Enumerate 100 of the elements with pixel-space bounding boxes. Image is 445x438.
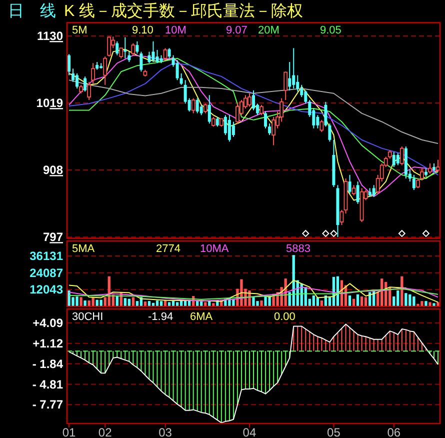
candlestick bbox=[392, 151, 396, 168]
candlestick bbox=[72, 68, 75, 82]
x-tick-label: 06 bbox=[387, 426, 401, 438]
candlestick bbox=[176, 60, 179, 81]
y-tick-label: +4.09 bbox=[32, 316, 64, 330]
annotation: 2774 bbox=[156, 243, 180, 255]
y-tick-label: +1.12 bbox=[32, 336, 64, 350]
y-tick-label: - 1.84 bbox=[32, 356, 64, 371]
bar bbox=[260, 300, 263, 306]
text: 10MA bbox=[200, 243, 230, 255]
candlestick bbox=[200, 104, 203, 116]
candlestick bbox=[324, 101, 328, 128]
candlestick bbox=[320, 119, 324, 133]
candlestick bbox=[152, 40, 155, 62]
bar bbox=[312, 295, 315, 306]
bar bbox=[432, 303, 436, 306]
candlestick bbox=[268, 123, 272, 136]
candlestick bbox=[248, 92, 252, 108]
candlestick bbox=[107, 36, 112, 58]
candlestick bbox=[163, 48, 168, 61]
candlestick bbox=[103, 56, 108, 86]
y-tick-label: 24087 bbox=[30, 266, 64, 280]
line-series bbox=[68, 324, 438, 424]
candlestick bbox=[180, 72, 183, 86]
annotation: 6MA bbox=[190, 311, 214, 323]
text: 5M bbox=[72, 24, 88, 37]
line-series bbox=[68, 80, 438, 144]
candlestick bbox=[352, 184, 356, 196]
annotation: 9.05 bbox=[320, 24, 342, 37]
bar bbox=[264, 296, 267, 306]
y-tick-label: - 4.81 bbox=[32, 377, 64, 392]
candlestick bbox=[372, 184, 376, 198]
x-tick-label: 02 bbox=[98, 426, 112, 438]
x-tick-label: 04 bbox=[242, 426, 256, 438]
candlestick bbox=[288, 61, 292, 91]
bar bbox=[132, 297, 134, 306]
candlestick bbox=[196, 98, 199, 114]
candlestick bbox=[84, 76, 87, 92]
chart-title: 日 线 bbox=[8, 2, 56, 20]
annotation: 5883 bbox=[286, 243, 310, 255]
candlestick bbox=[191, 98, 196, 114]
annotation: 9.10 bbox=[132, 24, 154, 37]
candlestick bbox=[348, 174, 352, 194]
candlestick bbox=[136, 40, 139, 54]
candlestick bbox=[396, 152, 400, 166]
candlestick bbox=[328, 123, 332, 142]
candlestick bbox=[156, 49, 159, 64]
bar bbox=[124, 298, 126, 306]
candlestick bbox=[87, 81, 92, 100]
candlestick bbox=[252, 90, 255, 111]
candlestick bbox=[119, 48, 124, 59]
candlestick bbox=[296, 74, 300, 92]
y-tick-label: 1019 bbox=[36, 96, 64, 110]
y-tick-label: 12043 bbox=[30, 282, 64, 297]
bar bbox=[412, 296, 416, 306]
candlestick bbox=[260, 104, 264, 116]
bar bbox=[404, 293, 408, 306]
candlestick bbox=[128, 51, 131, 62]
candlestick bbox=[400, 146, 404, 166]
candlestick bbox=[203, 103, 208, 114]
candlestick bbox=[356, 181, 360, 204]
x-tick-label: 05 bbox=[327, 426, 341, 438]
candlestick bbox=[68, 54, 71, 76]
annotation: 9.07 bbox=[226, 24, 248, 37]
candlestick bbox=[216, 116, 219, 128]
bar bbox=[420, 301, 424, 306]
candlestick bbox=[228, 114, 231, 142]
candlestick bbox=[91, 62, 96, 84]
annotation: 0.00 bbox=[274, 311, 296, 323]
bar bbox=[396, 290, 400, 306]
bar bbox=[84, 300, 86, 306]
y-tick-label: - 7.77 bbox=[32, 398, 64, 412]
candlestick bbox=[292, 48, 296, 90]
bar bbox=[76, 296, 78, 306]
y-tick-label: 797 bbox=[42, 230, 64, 244]
candlestick bbox=[232, 121, 235, 138]
candlestick bbox=[211, 116, 216, 128]
candlestick bbox=[264, 110, 268, 129]
candlestick bbox=[140, 51, 143, 72]
bar bbox=[428, 302, 432, 306]
text: 5MA bbox=[72, 243, 96, 255]
text: 30CHI bbox=[72, 311, 104, 323]
candlestick bbox=[436, 159, 440, 172]
candlestick bbox=[428, 162, 432, 174]
candlestick bbox=[208, 94, 211, 124]
candlestick bbox=[316, 114, 320, 129]
bar bbox=[364, 297, 368, 306]
text: 10M bbox=[165, 24, 186, 37]
y-tick-label: 1130 bbox=[36, 28, 64, 43]
line-series bbox=[68, 280, 438, 303]
bar bbox=[80, 297, 82, 306]
y-tick-label: 908 bbox=[42, 163, 64, 178]
candlestick bbox=[224, 114, 227, 136]
candlestick bbox=[76, 72, 79, 90]
bar bbox=[88, 300, 90, 306]
x-tick-label: 03 bbox=[158, 426, 172, 438]
bar bbox=[252, 297, 255, 306]
bar bbox=[240, 279, 243, 306]
candlestick bbox=[131, 42, 136, 56]
bar bbox=[68, 290, 70, 306]
